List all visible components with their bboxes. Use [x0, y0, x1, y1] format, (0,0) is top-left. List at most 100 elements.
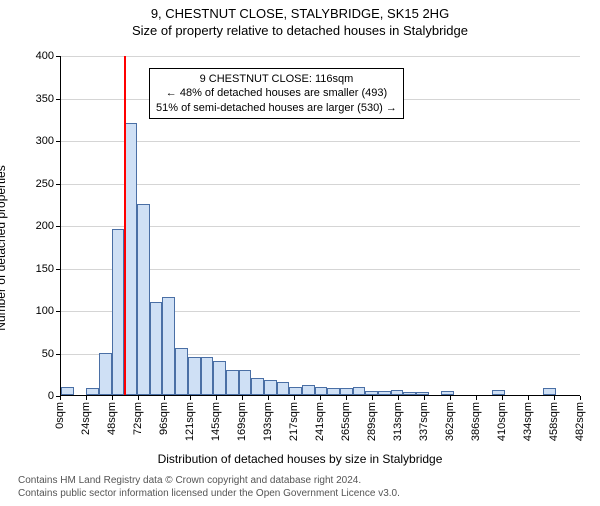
page-title-address: 9, CHESTNUT CLOSE, STALYBRIDGE, SK15 2HG — [0, 6, 600, 21]
y-tick-mark — [56, 184, 60, 185]
y-tick-label: 200 — [0, 220, 54, 232]
x-tick-label: 265sqm — [340, 402, 352, 441]
x-tick-label: 48sqm — [106, 402, 118, 435]
histogram-bar — [86, 388, 99, 395]
x-tick-label: 121sqm — [184, 402, 196, 441]
annotation-line: 51% of semi-detached houses are larger (… — [156, 101, 397, 115]
x-tick-mark — [424, 396, 425, 400]
histogram-bar — [441, 391, 454, 395]
x-tick-label: 72sqm — [132, 402, 144, 435]
y-tick-label: 150 — [0, 263, 54, 275]
histogram-bar — [391, 390, 404, 395]
histogram-bar — [150, 302, 163, 396]
x-tick-mark — [528, 396, 529, 400]
x-tick-mark — [372, 396, 373, 400]
histogram-bar — [416, 392, 429, 395]
histogram-bar — [403, 392, 416, 395]
footer-line-1: Contains HM Land Registry data © Crown c… — [18, 474, 582, 487]
x-tick-label: 313sqm — [392, 402, 404, 441]
x-tick-label: 241sqm — [314, 402, 326, 441]
annotation-line: ← 48% of detached houses are smaller (49… — [156, 86, 397, 100]
x-tick-label: 289sqm — [366, 402, 378, 441]
marker-line — [124, 56, 126, 395]
x-tick-label: 434sqm — [522, 402, 534, 441]
x-tick-mark — [164, 396, 165, 400]
histogram-bar — [365, 391, 378, 395]
x-tick-label: 482sqm — [574, 402, 586, 441]
histogram-bar — [289, 387, 302, 396]
footer-line-2: Contains public sector information licen… — [18, 487, 582, 500]
x-tick-mark — [320, 396, 321, 400]
annotation-line: 9 CHESTNUT CLOSE: 116sqm — [156, 72, 397, 86]
histogram-bar — [137, 204, 150, 395]
histogram-bar — [492, 390, 505, 395]
chart-container: Number of detached properties 9 CHESTNUT… — [0, 50, 600, 446]
x-tick-mark — [554, 396, 555, 400]
histogram-bar — [378, 391, 391, 395]
y-tick-mark — [56, 99, 60, 100]
histogram-bar — [226, 370, 239, 396]
x-axis-title: Distribution of detached houses by size … — [0, 452, 600, 466]
x-tick-mark — [476, 396, 477, 400]
histogram-bar — [251, 378, 264, 395]
histogram-bar — [315, 387, 328, 396]
page-title-subtitle: Size of property relative to detached ho… — [0, 23, 600, 38]
histogram-bar — [213, 361, 226, 395]
x-tick-mark — [216, 396, 217, 400]
plot-area: 9 CHESTNUT CLOSE: 116sqm← 48% of detache… — [60, 56, 580, 396]
gridline — [61, 184, 580, 185]
histogram-bar — [112, 229, 125, 395]
y-tick-mark — [56, 226, 60, 227]
x-tick-mark — [580, 396, 581, 400]
x-tick-mark — [268, 396, 269, 400]
y-tick-mark — [56, 354, 60, 355]
x-tick-label: 193sqm — [262, 402, 274, 441]
x-tick-mark — [190, 396, 191, 400]
gridline — [61, 56, 580, 57]
x-tick-label: 362sqm — [444, 402, 456, 441]
x-tick-mark — [242, 396, 243, 400]
x-tick-label: 410sqm — [496, 402, 508, 441]
y-tick-label: 350 — [0, 93, 54, 105]
y-tick-mark — [56, 56, 60, 57]
histogram-bar — [277, 382, 290, 395]
x-tick-mark — [60, 396, 61, 400]
gridline — [61, 141, 580, 142]
y-tick-label: 250 — [0, 178, 54, 190]
histogram-bar — [239, 370, 252, 396]
x-tick-label: 169sqm — [236, 402, 248, 441]
histogram-bar — [61, 387, 74, 396]
x-tick-mark — [294, 396, 295, 400]
x-tick-label: 217sqm — [288, 402, 300, 441]
y-tick-label: 50 — [0, 348, 54, 360]
x-tick-mark — [346, 396, 347, 400]
y-tick-label: 0 — [0, 390, 54, 402]
histogram-bar — [99, 353, 112, 396]
y-tick-label: 100 — [0, 305, 54, 317]
histogram-bar — [302, 385, 315, 395]
x-tick-label: 0sqm — [54, 402, 66, 429]
x-tick-label: 145sqm — [210, 402, 222, 441]
y-tick-label: 300 — [0, 135, 54, 147]
annotation-box: 9 CHESTNUT CLOSE: 116sqm← 48% of detache… — [149, 68, 404, 119]
x-tick-mark — [112, 396, 113, 400]
x-tick-label: 386sqm — [470, 402, 482, 441]
histogram-bar — [175, 348, 188, 395]
histogram-bar — [353, 387, 366, 396]
x-tick-label: 337sqm — [418, 402, 430, 441]
histogram-bar — [340, 388, 353, 395]
y-tick-mark — [56, 269, 60, 270]
y-tick-label: 400 — [0, 50, 54, 62]
histogram-bar — [188, 357, 201, 395]
x-tick-label: 458sqm — [548, 402, 560, 441]
histogram-bar — [201, 357, 214, 395]
footer: Contains HM Land Registry data © Crown c… — [0, 474, 600, 500]
histogram-bar — [543, 388, 556, 395]
histogram-bar — [327, 388, 340, 395]
histogram-bar — [162, 297, 175, 395]
histogram-bar — [264, 380, 277, 395]
x-tick-mark — [86, 396, 87, 400]
x-tick-mark — [502, 396, 503, 400]
y-tick-mark — [56, 141, 60, 142]
y-tick-mark — [56, 311, 60, 312]
